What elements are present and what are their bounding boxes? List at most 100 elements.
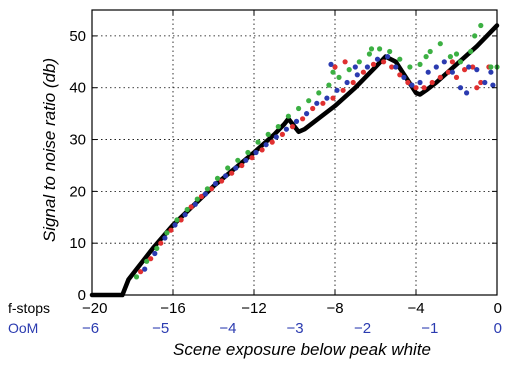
series-line-0 [89,23,500,298]
series-2-point-18 [324,95,330,101]
x-tick-label-2: −12 [241,300,266,317]
series-1-point-23 [370,61,377,67]
series-2-point-0 [142,266,148,272]
series-3-point-37 [368,46,375,52]
series-3-point-5 [184,206,190,213]
series-1-point-10 [239,162,245,169]
y-tick-label-3: 30 [69,132,86,149]
series-3-point-19 [326,82,332,88]
y-tick-label-5: 50 [69,28,86,45]
series-3-point-1 [144,258,150,264]
series-3-point-23 [366,51,372,57]
series-3-point-12 [255,139,261,145]
series-1-point-4 [178,217,184,223]
fstops-row-label: f-stops [8,300,50,316]
series-2-point-27 [409,82,415,88]
series-2-point-20 [344,79,350,86]
series-2-point-24 [385,54,391,60]
series-3-point-17 [306,98,312,104]
series-3-point-11 [245,149,251,156]
series-1-point-21 [350,79,356,86]
series-2-point-2 [162,235,168,241]
series-2-point-34 [466,64,472,70]
series-1-point-35 [470,64,476,70]
series-1-point-8 [219,178,225,184]
series-2-point-11 [253,149,259,156]
series-3-point-21 [346,67,352,73]
series-1-point-16 [300,116,306,122]
series-1-point-18 [320,100,326,106]
series-1-point-22 [360,69,366,75]
series-1-point-13 [269,139,275,145]
series-2-point-22 [364,64,370,70]
y-tick-label-1: 10 [69,235,86,252]
series-2-point-41 [488,69,494,75]
series-1-point-6 [198,193,204,200]
series-1-point-36 [478,79,484,86]
series-1-point-0 [138,269,144,275]
series-3-point-10 [235,157,241,163]
series-1-point-30 [429,79,435,86]
series-2-point-28 [417,79,423,86]
series-lines [89,23,500,298]
series-3-point-39 [453,51,460,57]
oom-tick-label-1: −5 [152,320,169,337]
series-1-point-17 [310,105,316,112]
series-2-point-21 [354,72,360,78]
series-3-point-7 [204,186,210,192]
series-2-point-9 [233,165,239,171]
series-1-point-12 [259,147,265,153]
series-2-point-8 [223,173,229,179]
series-2-point-38 [328,61,334,67]
y-tick-label-2: 20 [69,183,86,200]
series-2-point-23 [374,56,381,62]
series-2-point-6 [202,191,208,197]
series-3-point-26 [397,56,403,62]
oom-tick-label-0: −6 [82,320,99,337]
series-3-point-20 [336,74,342,80]
series-3-point-35 [488,64,494,70]
series-3-point-25 [387,48,393,55]
series-1-point-19 [330,95,336,101]
series-2-point-30 [433,64,439,70]
series-2-point-39 [352,64,358,70]
series-1-point-32 [445,69,451,75]
series-1-point-31 [437,74,443,80]
series-1-point-41 [474,85,480,91]
series-3-point-38 [423,54,429,60]
oom-tick-label-5: −1 [421,320,438,337]
oom-tick-label-4: −2 [354,320,371,337]
series-2-point-1 [152,250,158,257]
series-2-point-25 [393,64,399,70]
x-tick-label-4: −4 [407,300,424,317]
series-1-point-1 [148,256,154,262]
series-2-point-29 [425,69,431,75]
axis-ticks [91,10,498,296]
series-3-point-24 [377,46,383,52]
series-1-point-40 [449,59,455,65]
series-1-point-38 [332,64,338,70]
series-1-point-27 [405,79,411,86]
series-2-point-26 [401,74,407,80]
series-3-point-34 [478,22,484,29]
series-1-point-15 [289,124,296,130]
x-tick-labels: −20 −16 −12 −8 −4 0 [82,300,502,317]
series-1-point-7 [208,186,215,192]
series-3-point-2 [154,245,160,251]
series-2-point-5 [192,201,198,207]
x-tick-label-1: −16 [160,300,185,317]
y-tick-label-0: 0 [78,287,86,304]
series-2-point-32 [449,69,455,75]
series-3-point-27 [407,64,413,70]
series-1-point-9 [229,170,235,176]
series-1-point-2 [158,240,164,246]
x-tick-label-3: −8 [326,300,343,317]
plot-frame [91,9,498,296]
x-tick-label-5: 0 [494,300,502,317]
series-2-point-14 [283,126,289,132]
series-1-point-26 [397,72,403,78]
series-3-point-31 [447,54,453,60]
series-2-point-31 [441,59,447,65]
x-tick-label-0: −20 [82,300,107,317]
